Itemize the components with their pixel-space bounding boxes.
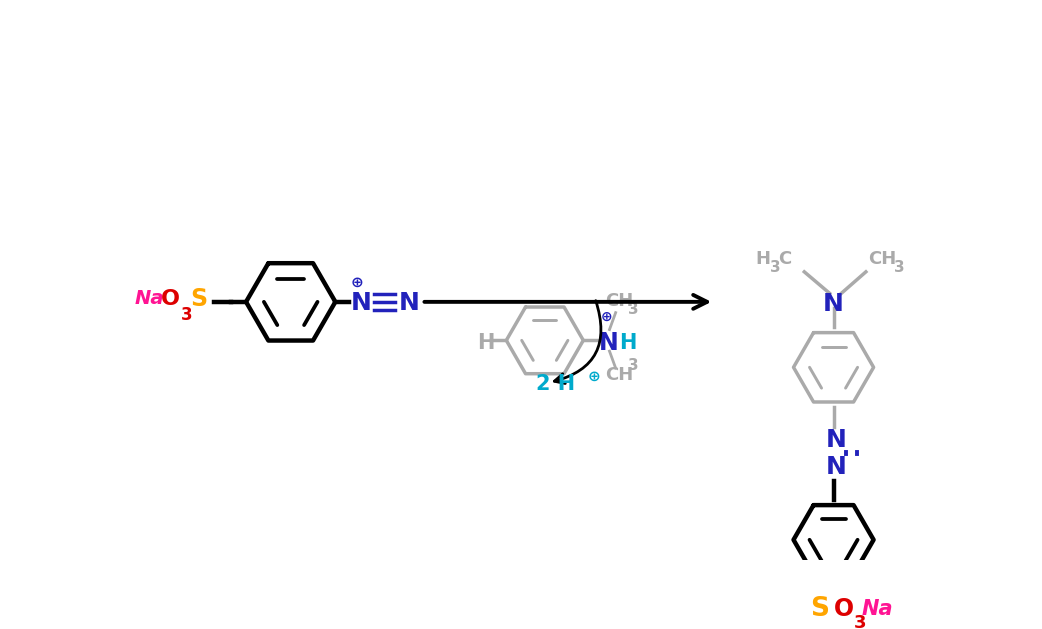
Text: N: N <box>826 428 847 452</box>
Text: 3: 3 <box>628 302 639 317</box>
Text: 3: 3 <box>180 306 192 324</box>
Text: H: H <box>755 250 770 268</box>
Text: O: O <box>162 289 180 309</box>
Text: 3: 3 <box>770 260 782 275</box>
Text: N: N <box>826 455 847 479</box>
Text: N: N <box>823 292 844 316</box>
Text: 2 H: 2 H <box>536 374 575 394</box>
Text: H: H <box>620 333 637 353</box>
Text: ⊕: ⊕ <box>350 274 364 289</box>
Text: ⊕: ⊕ <box>587 369 600 384</box>
Text: N: N <box>398 291 419 315</box>
Text: CH: CH <box>868 250 896 268</box>
Text: S: S <box>811 596 829 622</box>
Text: 3: 3 <box>894 260 904 275</box>
Text: Na: Na <box>134 289 164 308</box>
Text: ⊕: ⊕ <box>600 310 613 324</box>
Text: 3: 3 <box>628 358 639 372</box>
Text: N: N <box>599 331 619 355</box>
Text: H: H <box>477 333 494 353</box>
Text: CH: CH <box>604 292 634 311</box>
Text: S: S <box>190 287 207 311</box>
Text: 3: 3 <box>853 614 866 629</box>
Text: O: O <box>834 597 853 621</box>
Text: Na: Na <box>862 599 893 619</box>
Text: N: N <box>351 291 372 315</box>
Text: C: C <box>778 250 791 268</box>
Text: CH: CH <box>604 367 634 384</box>
